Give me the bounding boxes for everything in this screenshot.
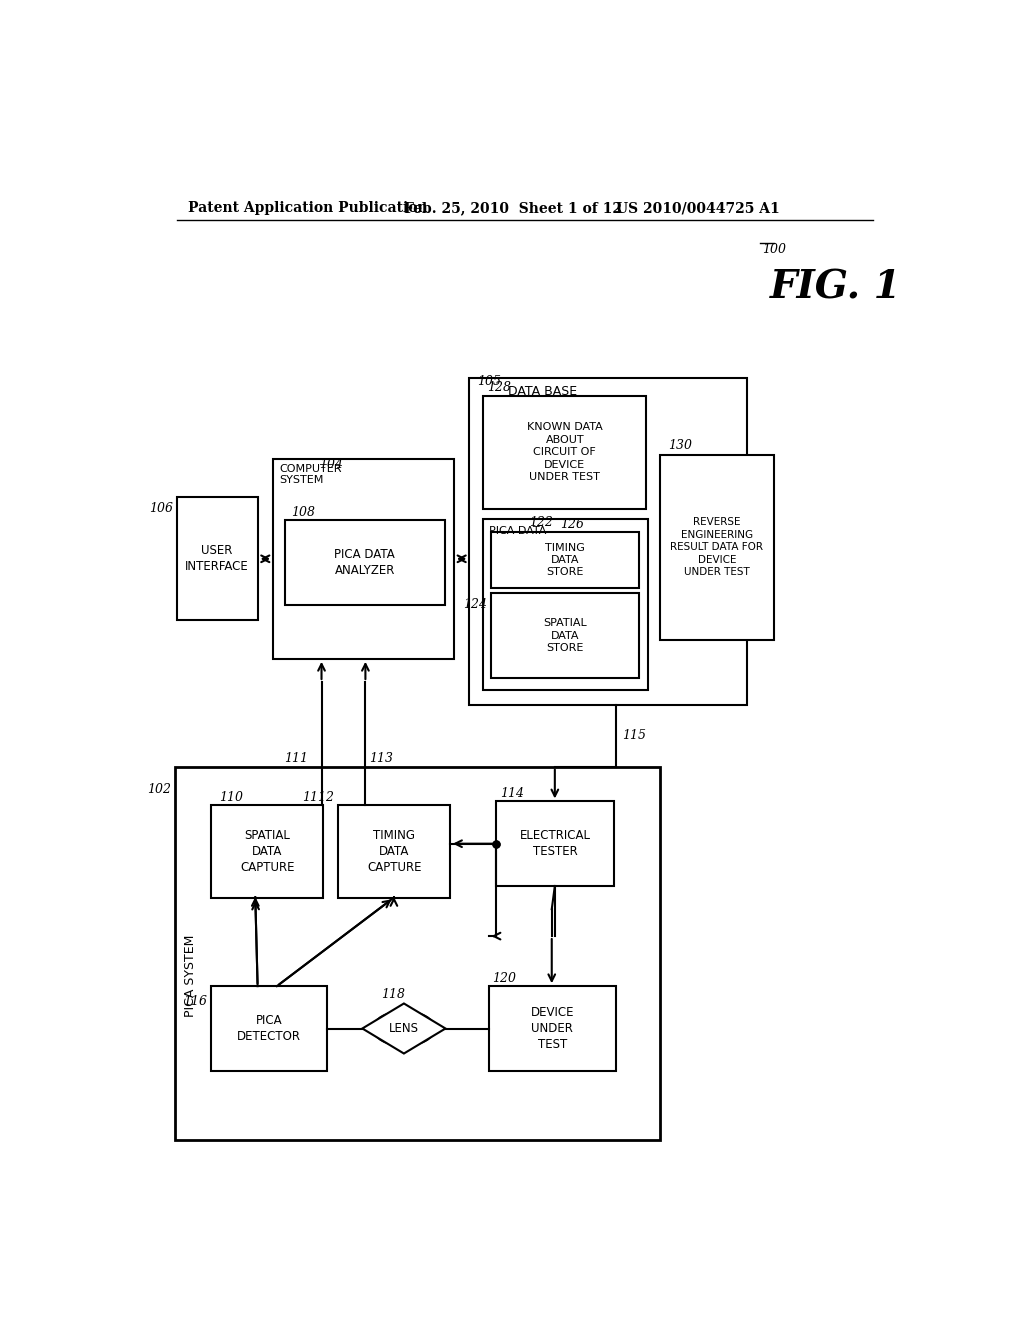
Bar <box>490 532 639 589</box>
Bar <box>211 986 327 1071</box>
Bar <box>660 455 773 640</box>
Text: SPATIAL
DATA
CAPTURE: SPATIAL DATA CAPTURE <box>240 829 295 874</box>
Bar <box>285 520 444 605</box>
Text: 106: 106 <box>148 502 173 515</box>
Text: SYSTEM: SYSTEM <box>280 475 324 486</box>
Text: 122: 122 <box>529 516 553 529</box>
Text: 126: 126 <box>560 517 585 531</box>
Bar <box>339 805 451 898</box>
Text: TIMING
DATA
CAPTURE: TIMING DATA CAPTURE <box>367 829 422 874</box>
Bar <box>175 767 660 1140</box>
Text: USER
INTERFACE: USER INTERFACE <box>185 544 249 573</box>
Bar <box>490 594 639 678</box>
Text: 128: 128 <box>487 381 511 395</box>
Text: 108: 108 <box>291 506 314 519</box>
Polygon shape <box>362 1003 445 1053</box>
Text: 115: 115 <box>622 730 646 742</box>
Text: 124: 124 <box>463 598 487 611</box>
Text: PICA SYSTEM: PICA SYSTEM <box>184 935 198 1018</box>
Bar <box>483 396 646 508</box>
Bar <box>273 459 454 659</box>
Bar <box>211 805 323 898</box>
Text: PICA
DETECTOR: PICA DETECTOR <box>238 1014 301 1043</box>
Text: DEVICE
UNDER
TEST: DEVICE UNDER TEST <box>530 1006 573 1051</box>
Text: REVERSE
ENGINEERING
RESULT DATA FOR
DEVICE
UNDER TEST: REVERSE ENGINEERING RESULT DATA FOR DEVI… <box>671 517 764 577</box>
Text: 104: 104 <box>319 458 343 471</box>
Text: 120: 120 <box>493 972 516 985</box>
Text: COMPUTER: COMPUTER <box>280 465 342 474</box>
Text: PICA DATA: PICA DATA <box>489 527 547 536</box>
Text: SPATIAL
DATA
STORE: SPATIAL DATA STORE <box>543 618 587 653</box>
Text: DATA BASE: DATA BASE <box>508 385 577 399</box>
Text: 118: 118 <box>381 987 404 1001</box>
Bar <box>469 378 746 705</box>
Bar <box>497 801 614 886</box>
Text: 114: 114 <box>500 787 524 800</box>
Text: FIG. 1: FIG. 1 <box>770 269 901 306</box>
Text: 111: 111 <box>284 752 307 766</box>
Text: 100: 100 <box>762 243 786 256</box>
Text: KNOWN DATA
ABOUT
CIRCUIT OF
DEVICE
UNDER TEST: KNOWN DATA ABOUT CIRCUIT OF DEVICE UNDER… <box>527 422 603 482</box>
Text: 116: 116 <box>183 995 208 1008</box>
Text: TIMING
DATA
STORE: TIMING DATA STORE <box>545 543 585 577</box>
Text: 102: 102 <box>147 783 171 796</box>
Text: 130: 130 <box>668 440 692 453</box>
Bar <box>488 986 615 1071</box>
Text: 110: 110 <box>219 791 243 804</box>
Bar <box>483 519 648 689</box>
Text: ELECTRICAL
TESTER: ELECTRICAL TESTER <box>520 829 591 858</box>
Ellipse shape <box>373 1011 435 1045</box>
Text: 1112: 1112 <box>303 791 335 804</box>
Text: 105: 105 <box>477 375 501 388</box>
Bar <box>177 498 258 620</box>
Text: 113: 113 <box>370 752 393 766</box>
Text: Patent Application Publication: Patent Application Publication <box>188 202 428 215</box>
Text: US 2010/0044725 A1: US 2010/0044725 A1 <box>615 202 779 215</box>
Text: LENS: LENS <box>389 1022 419 1035</box>
Text: Feb. 25, 2010  Sheet 1 of 12: Feb. 25, 2010 Sheet 1 of 12 <box>403 202 622 215</box>
Text: PICA DATA
ANALYZER: PICA DATA ANALYZER <box>334 548 395 577</box>
